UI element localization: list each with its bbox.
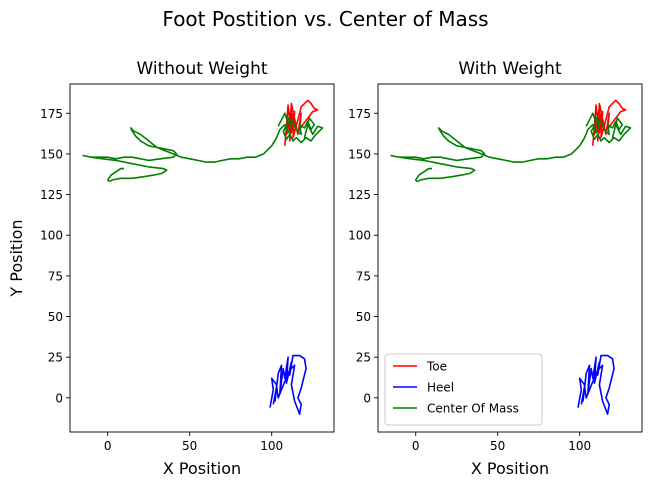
- y-axis-label: Y Position: [7, 219, 26, 297]
- series-group: [82, 99, 324, 415]
- y-tick-label: 75: [356, 269, 371, 283]
- series-group: [390, 99, 632, 415]
- y-tick-label: 0: [363, 391, 371, 405]
- x-tick-label: 100: [260, 439, 283, 453]
- series-line-heel: [577, 354, 615, 415]
- series-line-heel: [269, 354, 307, 415]
- y-tick-label: 75: [48, 269, 63, 283]
- x-tick-label: 0: [412, 439, 420, 453]
- y-tick-label: 125: [348, 188, 371, 202]
- legend-label-toe: Toe: [426, 360, 447, 374]
- y-tick-label: 150: [40, 147, 63, 161]
- chart-with-weight: With Weight 0 50 100 0 25 50 75 100 125 150 175 X Po…: [348, 59, 643, 478]
- y-tick-label: 50: [356, 310, 371, 324]
- legend: Toe Heel Center Of Mass: [384, 353, 543, 426]
- chart-without-weight: Without Weight 0 50 100 0 25 50 75 100 125 150 175 X…: [7, 59, 335, 478]
- series-line-center-of-mass-branch: [106, 167, 125, 183]
- y-tick-label: 25: [48, 351, 63, 365]
- y-tick-label: 175: [348, 107, 371, 121]
- figure-title: Foot Postition vs. Center of Mass: [162, 7, 488, 31]
- x-axis-label: X Position: [163, 459, 241, 478]
- x-tick-label: 100: [568, 439, 591, 453]
- y-tick-label: 175: [40, 107, 63, 121]
- series-line-center-of-mass: [390, 112, 632, 183]
- legend-label-heel: Heel: [427, 381, 454, 395]
- x-tick-label: 0: [104, 439, 112, 453]
- y-tick-label: 100: [40, 229, 63, 243]
- y-tick-label: 100: [348, 229, 371, 243]
- x-tick-label: 50: [182, 439, 197, 453]
- y-tick-label: 0: [55, 391, 63, 405]
- x-tick-label: 50: [490, 439, 505, 453]
- chart-title: With Weight: [458, 59, 562, 79]
- legend-box: [384, 353, 543, 426]
- legend-label-center-of-mass: Center Of Mass: [427, 402, 519, 416]
- chart-title: Without Weight: [136, 59, 267, 79]
- series-line-center-of-mass-branch: [414, 167, 433, 183]
- axes-frame: [377, 83, 643, 433]
- y-tick-label: 125: [40, 188, 63, 202]
- x-axis-label: X Position: [471, 459, 549, 478]
- series-line-center-of-mass: [82, 112, 324, 183]
- axes-frame: [69, 83, 335, 433]
- y-tick-label: 50: [48, 310, 63, 324]
- y-tick-label: 25: [356, 351, 371, 365]
- y-tick-label: 150: [348, 147, 371, 161]
